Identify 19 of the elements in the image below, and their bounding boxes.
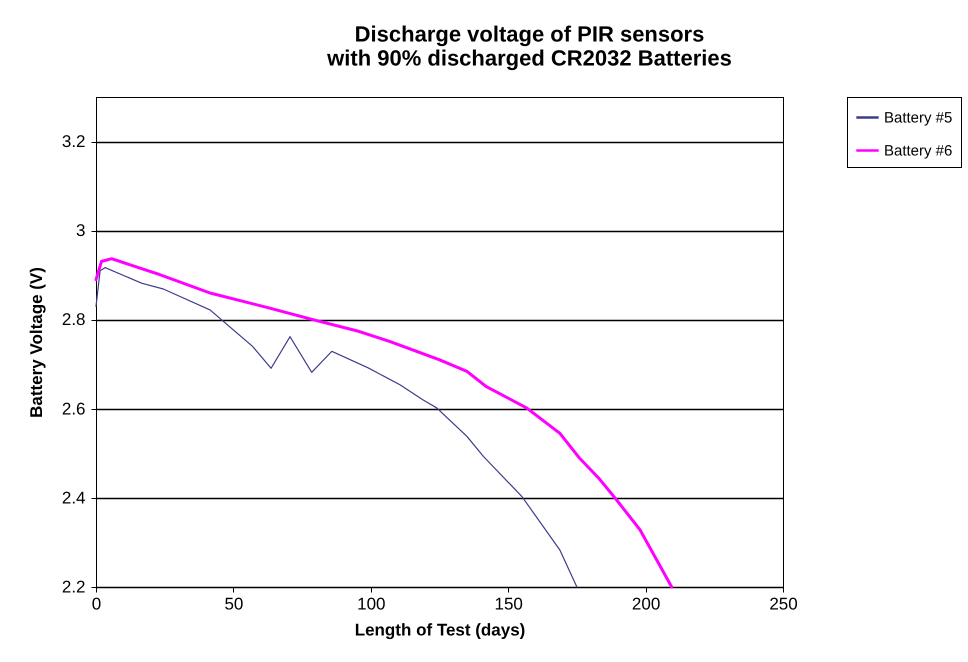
chart-title: Discharge voltage of PIR sensors with 90% discharged CR2032 Batteries <box>326 22 732 70</box>
y-tick-label: 2.4 <box>62 488 86 508</box>
line-series <box>95 267 578 588</box>
y-tick-label: 3.2 <box>62 132 86 152</box>
legend-label: Battery #6 <box>884 142 952 160</box>
x-tick-label: 100 <box>357 594 386 614</box>
y-tick-label: 3 <box>76 221 86 240</box>
y-tick-label: 2.8 <box>62 310 86 330</box>
y-axis-title: Battery Voltage (V) <box>26 267 46 418</box>
y-tick-label: 2.6 <box>62 399 86 418</box>
x-tick-label: 150 <box>494 594 523 614</box>
x-tick-label: 200 <box>632 594 660 614</box>
x-tick-label: 250 <box>769 594 798 614</box>
y-tick-label: 2.2 <box>62 578 86 596</box>
x-tick-label: 0 <box>92 594 102 614</box>
legend-label: Battery #5 <box>884 110 952 126</box>
x-axis-title: Length of Test (days) <box>354 620 526 640</box>
line-series <box>94 257 674 588</box>
x-tick-label: 50 <box>224 594 244 614</box>
